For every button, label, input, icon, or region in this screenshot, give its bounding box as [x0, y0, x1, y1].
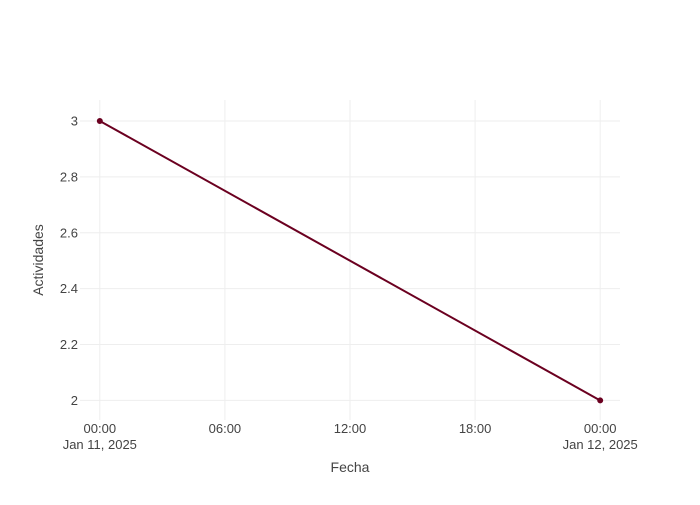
series-layer	[96, 117, 604, 404]
y-axis-ticks: 2 2.2 2.4 2.6 2.8 3	[60, 113, 78, 407]
y-tick-label: 2.8	[60, 169, 78, 184]
grid-layer	[80, 100, 620, 420]
x-tick-date-label: Jan 11, 2025	[63, 437, 137, 452]
x-tick-label: 12:00	[334, 421, 367, 436]
y-tick-label: 3	[71, 113, 78, 128]
x-tick-label: 00:00	[84, 421, 117, 436]
y-tick-label: 2.2	[60, 337, 78, 352]
y-axis-title: Actividades	[30, 224, 46, 296]
series-line	[99, 120, 601, 402]
x-tick-label: 18:00	[459, 421, 492, 436]
y-tick-label: 2	[71, 393, 78, 408]
data-point-marker[interactable]	[96, 117, 103, 124]
y-tick-label: 2.6	[60, 225, 78, 240]
x-tick-label: 06:00	[209, 421, 242, 436]
y-tick-label: 2.4	[60, 281, 78, 296]
x-tick-label: 00:00	[584, 421, 617, 436]
x-axis-title: Fecha	[331, 459, 370, 475]
data-point-marker[interactable]	[597, 397, 604, 404]
x-tick-date-label: Jan 12, 2025	[563, 437, 638, 452]
